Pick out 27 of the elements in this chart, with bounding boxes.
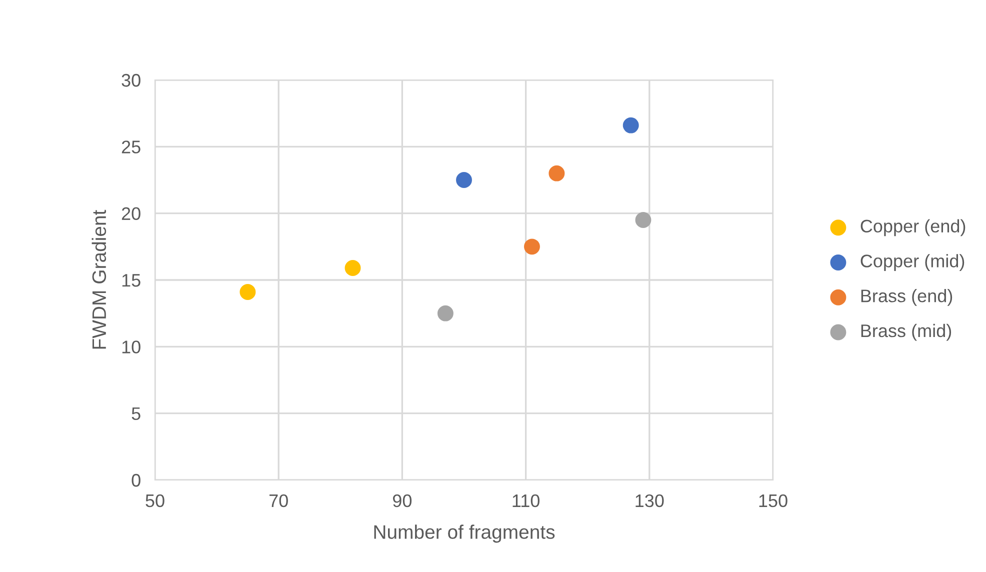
y-tick-label: 15	[122, 274, 140, 287]
x-tick-label: 110	[512, 494, 540, 508]
x-tick-label: 150	[759, 494, 788, 508]
x-axis-title: Number of fragments	[374, 524, 555, 543]
x-tick-label: 50	[146, 494, 164, 508]
point	[437, 305, 454, 322]
point	[524, 238, 540, 255]
y-tick-label: 20	[122, 207, 140, 220]
y-tick-label: 5	[132, 407, 140, 420]
x-tick-label: 90	[393, 494, 412, 508]
y-tick-label: 30	[122, 74, 140, 87]
y-tick-label: 25	[122, 140, 140, 154]
point	[635, 212, 652, 228]
y-tick-label: 10	[122, 340, 140, 354]
x-tick-label: 130	[636, 494, 664, 508]
y-tick-label: 0	[132, 474, 140, 487]
point	[240, 284, 256, 300]
legend-label: Brass (mid)	[861, 324, 952, 341]
point	[548, 165, 565, 182]
point	[622, 117, 639, 134]
legend-label: Copper (end)	[860, 219, 966, 236]
y-axis-title: FWDM Gradient	[92, 210, 106, 349]
legend-label: Copper (mid)	[860, 254, 964, 271]
point	[344, 260, 361, 276]
point	[456, 172, 472, 188]
legend-label: Brass (end)	[861, 289, 952, 306]
x-tick-label: 70	[269, 494, 288, 508]
